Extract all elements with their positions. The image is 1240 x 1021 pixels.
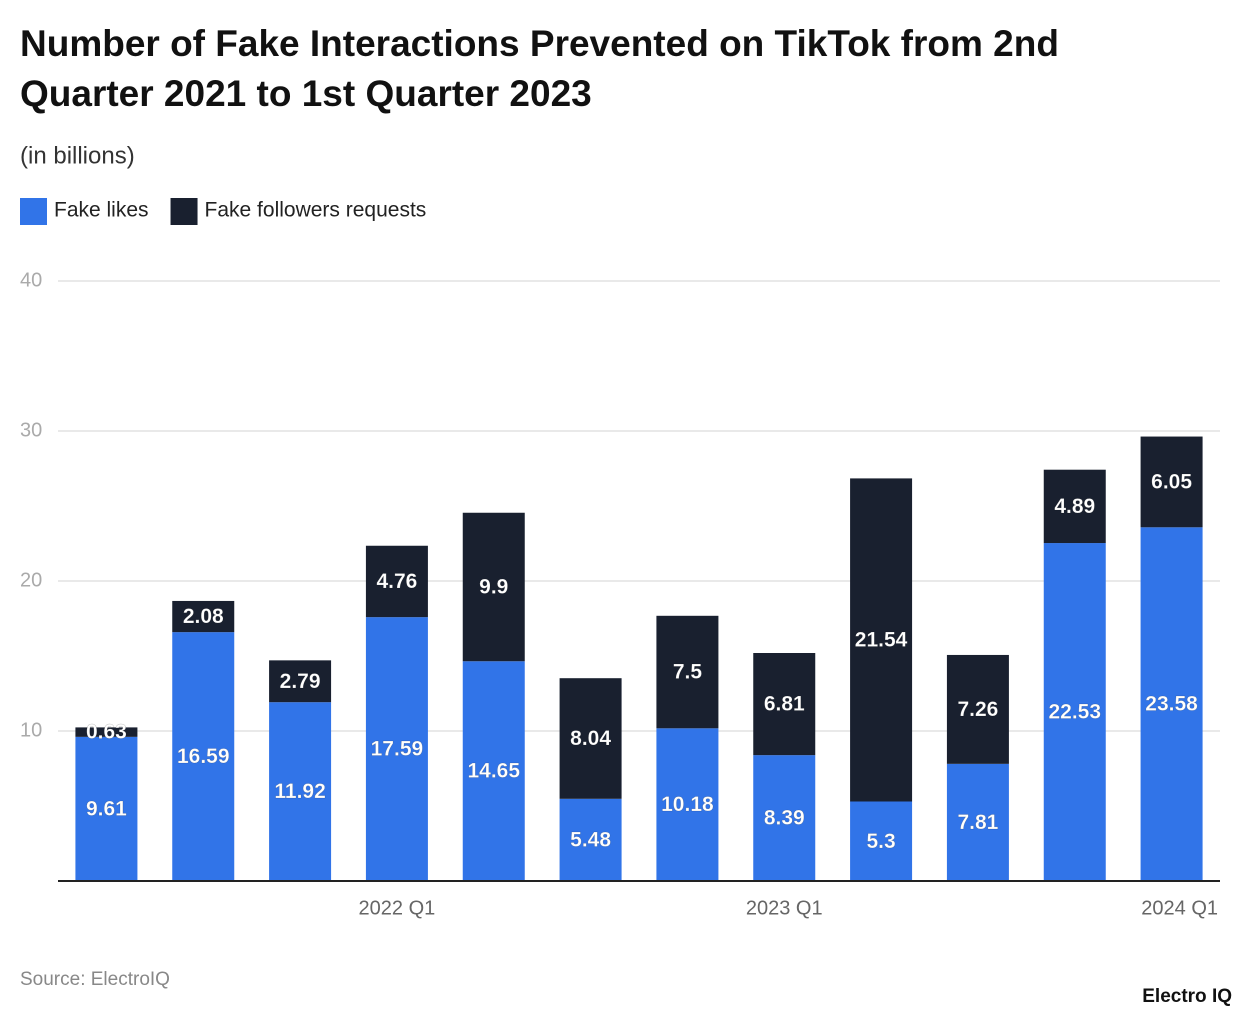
bar-segment <box>850 478 913 802</box>
bar-segment <box>365 617 428 881</box>
bar-segment <box>462 661 525 881</box>
legend-swatch <box>20 198 47 225</box>
data-label: 7.26 <box>957 698 998 721</box>
bar-segment <box>365 545 428 618</box>
bar-segment <box>462 512 525 662</box>
data-label: 2.08 <box>183 605 224 628</box>
y-tick-label: 40 <box>20 269 42 291</box>
bar-segment <box>172 632 235 881</box>
data-label: 17.59 <box>371 738 424 761</box>
bar-segment <box>946 763 1009 881</box>
bar-segment <box>559 678 622 799</box>
data-label: 0.63 <box>86 721 127 744</box>
bar-segment <box>75 736 138 881</box>
chart-subtitle: (in billions) <box>20 142 135 169</box>
chart-title: Number of Fake Interactions Prevented on… <box>20 23 1059 114</box>
bar-segment <box>753 755 816 881</box>
bar-segment <box>946 654 1009 764</box>
data-label: 22.53 <box>1048 701 1101 724</box>
data-label: 5.3 <box>866 830 895 853</box>
bar-segment <box>1140 436 1203 528</box>
bar-segment <box>559 798 622 881</box>
bar-segment <box>1043 469 1106 544</box>
data-label: 16.59 <box>177 745 230 768</box>
y-tick-label: 20 <box>20 569 42 591</box>
data-label: 4.76 <box>376 570 417 593</box>
bar-segment <box>269 660 332 703</box>
x-tick-label: 2024 Q1 <box>1141 897 1218 919</box>
legend-label: Fake likes <box>54 199 149 222</box>
data-label: 5.48 <box>570 828 611 851</box>
legend-label: Fake followers requests <box>205 199 427 222</box>
data-label: 8.04 <box>570 727 611 750</box>
bar-segment <box>850 801 913 881</box>
brand: Electro IQ <box>1142 986 1232 1007</box>
data-label: 2.79 <box>280 670 321 693</box>
data-label: 8.39 <box>764 807 805 830</box>
bar-segment <box>753 653 816 756</box>
bar-segment <box>1043 543 1106 881</box>
bar-segment <box>75 727 138 737</box>
data-label: 10.18 <box>661 793 714 816</box>
data-label: 14.65 <box>467 760 520 783</box>
data-label: 6.05 <box>1151 470 1192 493</box>
bar-segment <box>269 702 332 881</box>
source: Source: ElectroIQ <box>20 969 170 990</box>
x-tick-label: 2023 Q1 <box>746 897 823 919</box>
bar-segment <box>656 615 719 729</box>
data-label: 6.81 <box>764 693 805 716</box>
data-label: 9.9 <box>479 576 508 599</box>
bar-segment <box>172 600 235 633</box>
data-label: 4.89 <box>1054 495 1095 518</box>
data-label: 21.54 <box>855 628 908 651</box>
data-label: 7.5 <box>673 661 703 684</box>
y-tick-label: 10 <box>20 719 42 741</box>
legend-swatch <box>170 198 198 225</box>
bar-segment <box>656 728 719 881</box>
data-label: 23.58 <box>1145 693 1198 716</box>
data-label: 9.61 <box>86 797 127 820</box>
x-tick-label: 2022 Q1 <box>359 897 436 919</box>
data-label: 7.81 <box>957 811 998 834</box>
data-label: 11.92 <box>274 780 325 803</box>
y-tick-label: 30 <box>20 419 42 441</box>
bar-segment <box>1140 527 1203 881</box>
